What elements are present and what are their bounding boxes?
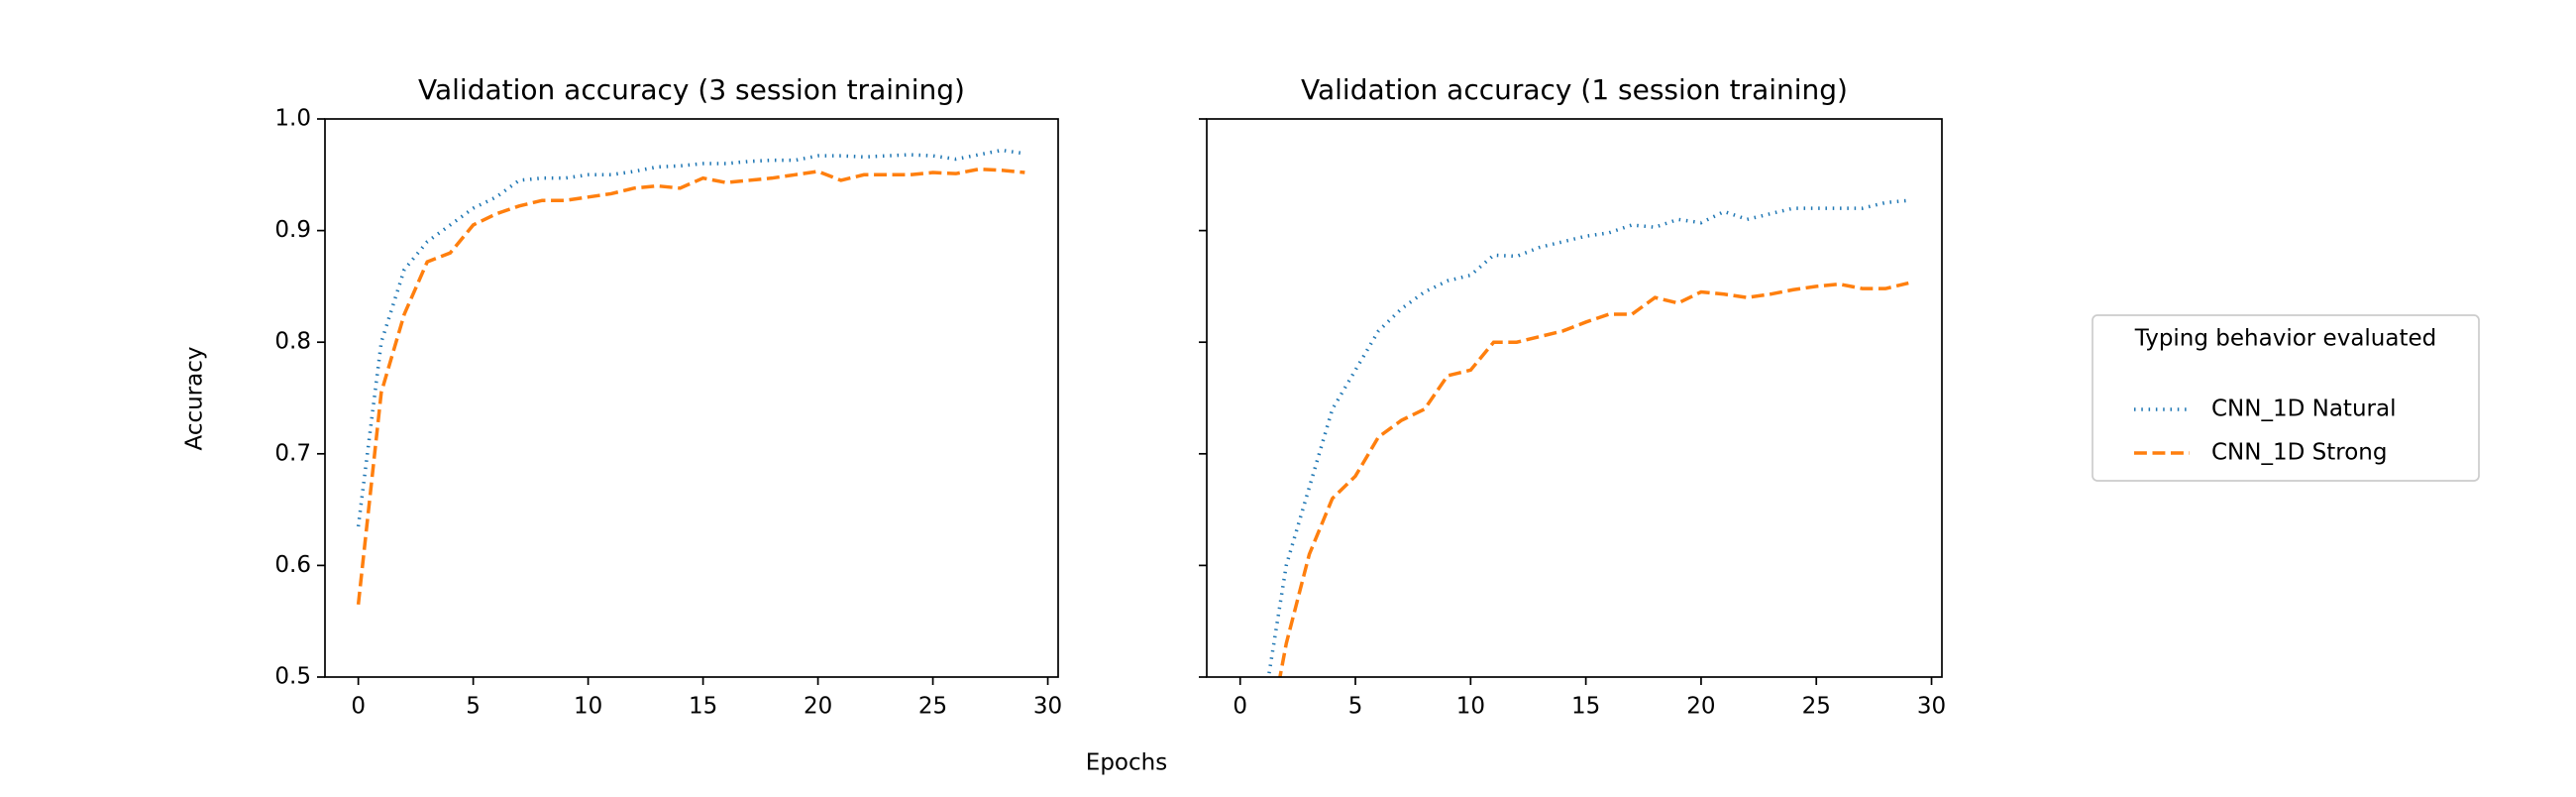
x-tick-label: 20 <box>804 694 832 720</box>
legend-label: CNN_1D Natural <box>2211 397 2396 422</box>
y-axis-label: Accuracy <box>182 346 208 450</box>
series-line <box>1266 198 1909 677</box>
axes-frame <box>324 118 1059 678</box>
x-axis-label: Epochs <box>1086 750 1167 776</box>
x-tick-label: 25 <box>918 694 947 720</box>
legend-box <box>2092 314 2480 482</box>
legend-title: Typing behavior evaluated <box>2134 326 2437 352</box>
x-tick-label: 10 <box>574 694 602 720</box>
x-tick-label: 0 <box>1233 694 1247 720</box>
x-tick-label: 15 <box>689 694 717 720</box>
x-tick-label: 30 <box>1033 694 1062 720</box>
y-tick-label: 0.7 <box>274 440 311 466</box>
y-tick-label: 0.5 <box>274 664 311 690</box>
y-tick-label: 0.6 <box>274 552 311 578</box>
x-tick-label: 0 <box>351 694 366 720</box>
chart-title: Validation accuracy (1 session training) <box>1301 73 1848 106</box>
x-tick-label: 20 <box>1686 694 1715 720</box>
x-tick-label: 15 <box>1571 694 1600 720</box>
x-tick-label: 30 <box>1917 694 1946 720</box>
x-tick-label: 25 <box>1802 694 1831 720</box>
legend-label: CNN_1D Strong <box>2211 440 2387 466</box>
y-tick-label: 1.0 <box>274 106 311 132</box>
y-tick-label: 0.8 <box>274 329 311 355</box>
series-line <box>356 167 1025 605</box>
y-tick-label: 0.9 <box>274 217 311 243</box>
axes-frame <box>1206 118 1943 678</box>
x-tick-label: 10 <box>1456 694 1485 720</box>
x-tick-label: 5 <box>1348 694 1363 720</box>
x-tick-label: 5 <box>466 694 481 720</box>
chart-title: Validation accuracy (3 session training) <box>418 73 965 106</box>
series-line <box>1278 281 1909 677</box>
